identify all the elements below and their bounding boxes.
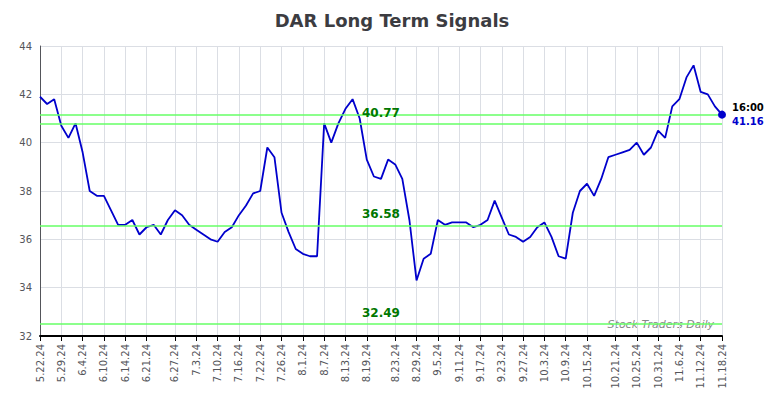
- svg-text:8.13.24: 8.13.24: [340, 344, 351, 382]
- svg-text:40.77: 40.77: [362, 106, 400, 120]
- svg-text:6.10.24: 6.10.24: [98, 344, 109, 382]
- svg-text:8.7.24: 8.7.24: [319, 344, 330, 376]
- svg-text:36.58: 36.58: [362, 207, 400, 221]
- svg-text:8.29.24: 8.29.24: [411, 344, 422, 382]
- svg-text:7.10.24: 7.10.24: [212, 344, 223, 382]
- svg-text:16:00: 16:00: [732, 102, 764, 113]
- svg-text:9.27.24: 9.27.24: [518, 344, 529, 382]
- svg-text:DAR Long Term Signals: DAR Long Term Signals: [275, 10, 510, 31]
- svg-text:8.23.24: 8.23.24: [390, 344, 401, 382]
- svg-text:10.31.24: 10.31.24: [653, 344, 664, 389]
- svg-text:10.21.24: 10.21.24: [610, 344, 621, 389]
- svg-text:34: 34: [19, 282, 32, 293]
- svg-text:5.22.24: 5.22.24: [35, 344, 46, 382]
- svg-text:6.4.24: 6.4.24: [77, 344, 88, 376]
- svg-text:7.26.24: 7.26.24: [276, 344, 287, 382]
- svg-text:42: 42: [19, 89, 32, 100]
- svg-text:44: 44: [19, 41, 32, 52]
- svg-text:32.49: 32.49: [362, 306, 400, 320]
- svg-text:11.12.24: 11.12.24: [695, 344, 706, 389]
- svg-text:Stock Traders Daily: Stock Traders Daily: [607, 318, 714, 331]
- svg-text:7.22.24: 7.22.24: [255, 344, 266, 382]
- svg-text:9.23.24: 9.23.24: [496, 344, 507, 382]
- svg-text:38: 38: [19, 186, 32, 197]
- svg-text:6.27.24: 6.27.24: [169, 344, 180, 382]
- svg-text:32: 32: [19, 331, 32, 342]
- svg-text:11.6.24: 11.6.24: [674, 344, 685, 382]
- svg-text:6.14.24: 6.14.24: [120, 344, 131, 382]
- svg-text:5.29.24: 5.29.24: [56, 344, 67, 382]
- svg-text:11.18.24: 11.18.24: [717, 344, 728, 389]
- svg-text:9.17.24: 9.17.24: [475, 344, 486, 382]
- svg-text:40: 40: [19, 137, 32, 148]
- svg-text:10.3.24: 10.3.24: [539, 344, 550, 382]
- svg-text:41.16: 41.16: [732, 116, 764, 127]
- svg-text:7.3.24: 7.3.24: [191, 344, 202, 376]
- svg-text:8.19.24: 8.19.24: [361, 344, 372, 382]
- svg-text:10.25.24: 10.25.24: [631, 344, 642, 389]
- svg-text:6.21.24: 6.21.24: [141, 344, 152, 382]
- svg-text:36: 36: [19, 234, 32, 245]
- svg-text:7.16.24: 7.16.24: [233, 344, 244, 382]
- svg-text:8.1.24: 8.1.24: [297, 344, 308, 376]
- svg-text:9.11.24: 9.11.24: [454, 344, 465, 382]
- svg-text:10.9.24: 10.9.24: [560, 344, 571, 382]
- svg-text:9.5.24: 9.5.24: [432, 344, 443, 376]
- svg-text:10.15.24: 10.15.24: [582, 344, 593, 389]
